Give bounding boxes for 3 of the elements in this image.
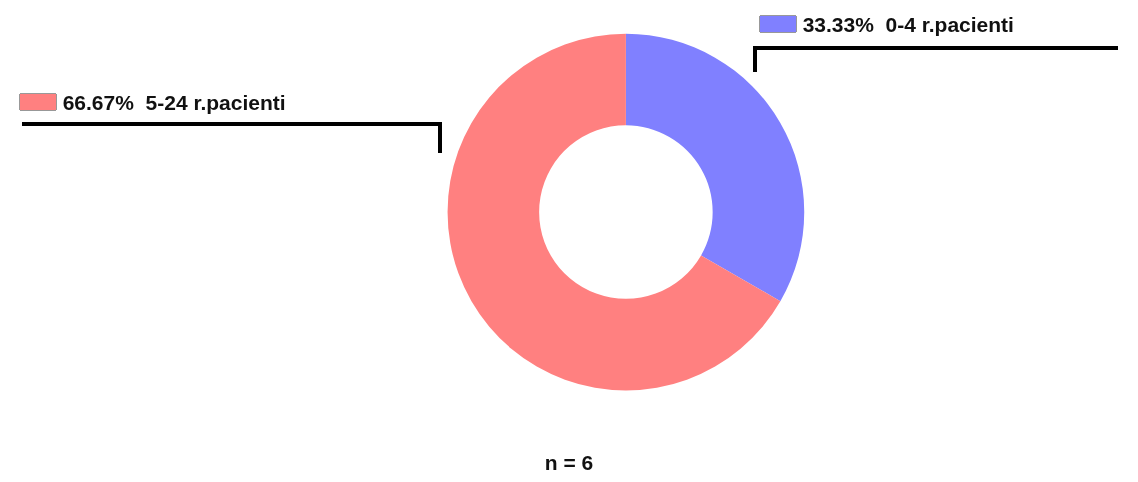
legend-label: 33.33% 0-4 r.pacienti (802, 12, 1014, 36)
text: n = 6 (544, 451, 594, 474)
legend-label: 66.67% 5-24 r.pacienti (62, 90, 286, 114)
